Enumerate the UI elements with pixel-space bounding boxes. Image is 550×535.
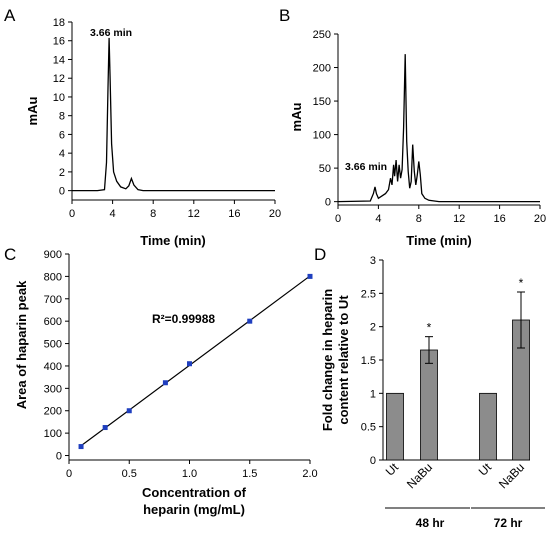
- y-tick-label: 16: [53, 36, 65, 48]
- x-tick-label: 12: [188, 208, 200, 220]
- peak-annotation-b: 3.66 min: [345, 161, 387, 173]
- y-tick-label: 800: [44, 271, 62, 283]
- axes-d: [382, 260, 530, 461]
- bar: [386, 392, 404, 461]
- data-point: [78, 444, 84, 450]
- x-tick-label: 1.0: [182, 468, 197, 480]
- y-tick-label: 2: [370, 322, 376, 334]
- significance-marker: *: [427, 321, 432, 335]
- x-tick-label: 12: [453, 213, 465, 225]
- y-tick-label: 0: [325, 197, 331, 209]
- x-tick-label: 8: [150, 208, 156, 220]
- data-point: [247, 318, 253, 324]
- significance-marker: *: [519, 276, 524, 290]
- y-tick-label: 400: [44, 361, 62, 373]
- panel-letter-c: C: [4, 245, 16, 264]
- data-point: [307, 273, 313, 279]
- y-tick-label: 700: [44, 294, 62, 306]
- y-tick-label: 0: [56, 451, 62, 463]
- y-tick-label: 4: [59, 148, 65, 160]
- category-label: NaBu: [404, 460, 435, 491]
- y-tick-label: 600: [44, 316, 62, 328]
- bar: [479, 392, 497, 461]
- x-tick-label: 20: [534, 213, 546, 225]
- x-tick-label: 8: [416, 213, 422, 225]
- category-label: NaBu: [496, 460, 527, 491]
- x-tick-label: 16: [493, 213, 505, 225]
- x-tick-label: 0: [335, 213, 341, 225]
- y-tick-label: 6: [59, 129, 65, 141]
- x-axis-title-b: Time (min): [406, 233, 472, 248]
- bar: [420, 349, 438, 461]
- y-tick-label: 0.5: [361, 422, 376, 434]
- y-tick-label: 150: [313, 96, 331, 108]
- y-tick-label: 200: [313, 63, 331, 75]
- y-tick-label: 200: [44, 406, 62, 418]
- y-axis-title-d-line1: Fold change in heparin: [320, 289, 335, 431]
- panel-letter-b: B: [279, 6, 290, 25]
- y-tick-label: 3: [370, 255, 376, 267]
- x-tick-label: 0: [69, 208, 75, 220]
- panel-letter-d: D: [314, 245, 326, 264]
- data-point: [102, 425, 108, 431]
- x-tick-label: 0.5: [122, 468, 137, 480]
- y-tick-label: 2: [59, 167, 65, 179]
- chart-panel-a: 0 2 4 6 8 10 12 14 16 18 0 4 8 12 16 20 3.66 min Time …: [25, 17, 281, 248]
- x-axis-title-c-line2: heparin (mg/mL): [143, 502, 245, 517]
- chromatogram-line-a: [72, 37, 275, 192]
- x-axis-title-a: Time (min): [140, 233, 206, 248]
- y-tick-label: 1: [370, 388, 376, 400]
- x-tick-label: 16: [228, 208, 240, 220]
- chart-panel-b: 0 50 100 150 200 250 0 4 8 12 16 20 3.66 min Time …: [289, 29, 546, 248]
- axes-b: [337, 34, 540, 206]
- y-tick-label: 100: [313, 130, 331, 142]
- y-tick-label: 0: [370, 455, 376, 467]
- group-label-48hr: 48 hr: [416, 516, 445, 530]
- x-tick-label: 20: [269, 208, 281, 220]
- y-axis-title-d-line2: content relative to Ut: [336, 295, 351, 425]
- y-axis-title-c: Area of haparin peak: [14, 280, 29, 409]
- y-tick-label: 10: [53, 92, 65, 104]
- fit-line-c: [80, 275, 311, 447]
- x-tick-label: 4: [110, 208, 116, 220]
- x-tick-label: 0: [66, 468, 72, 480]
- y-tick-label: 500: [44, 339, 62, 351]
- y-tick-label: 14: [53, 54, 65, 66]
- chromatogram-line-b: [337, 54, 540, 203]
- y-tick-label: 12: [53, 73, 65, 85]
- y-tick-label: 0: [59, 186, 65, 198]
- y-tick-label: 900: [44, 249, 62, 261]
- peak-annotation-a: 3.66 min: [90, 27, 132, 39]
- y-tick-label: 8: [59, 111, 65, 123]
- y-tick-label: 1.5: [361, 355, 376, 367]
- chart-panel-d: 00.511.522.53 ** Ut NaBu Ut NaBu 48 hr 72 h…: [320, 255, 545, 530]
- category-label: Ut: [383, 460, 402, 479]
- y-tick-label: 250: [313, 29, 331, 41]
- y-tick-label: 300: [44, 383, 62, 395]
- data-point: [162, 380, 168, 386]
- y-tick-label: 18: [53, 17, 65, 29]
- r-squared-label: R²=0.99988: [152, 312, 215, 326]
- x-tick-label: 2.0: [302, 468, 317, 480]
- y-axis-title-b: mAu: [289, 102, 304, 131]
- axes-a: [71, 22, 275, 201]
- y-tick-label: 100: [44, 428, 62, 440]
- y-tick-label: 50: [319, 163, 331, 175]
- x-tick-label: 4: [375, 213, 381, 225]
- group-label-72hr: 72 hr: [494, 516, 523, 530]
- y-axis-title-a: mAu: [25, 96, 40, 125]
- data-point: [187, 361, 192, 367]
- panel-letter-a: A: [4, 6, 16, 25]
- category-label: Ut: [476, 460, 495, 479]
- data-point: [126, 408, 132, 414]
- y-tick-label: 2.5: [361, 288, 376, 300]
- x-axis-title-c-line1: Concentration of: [142, 485, 247, 500]
- chart-panel-c: 0 100 200 300 400 500 600 700 800 900 0 0.5 1.0 1.5 2…: [14, 249, 318, 517]
- x-tick-label: 1.5: [242, 468, 257, 480]
